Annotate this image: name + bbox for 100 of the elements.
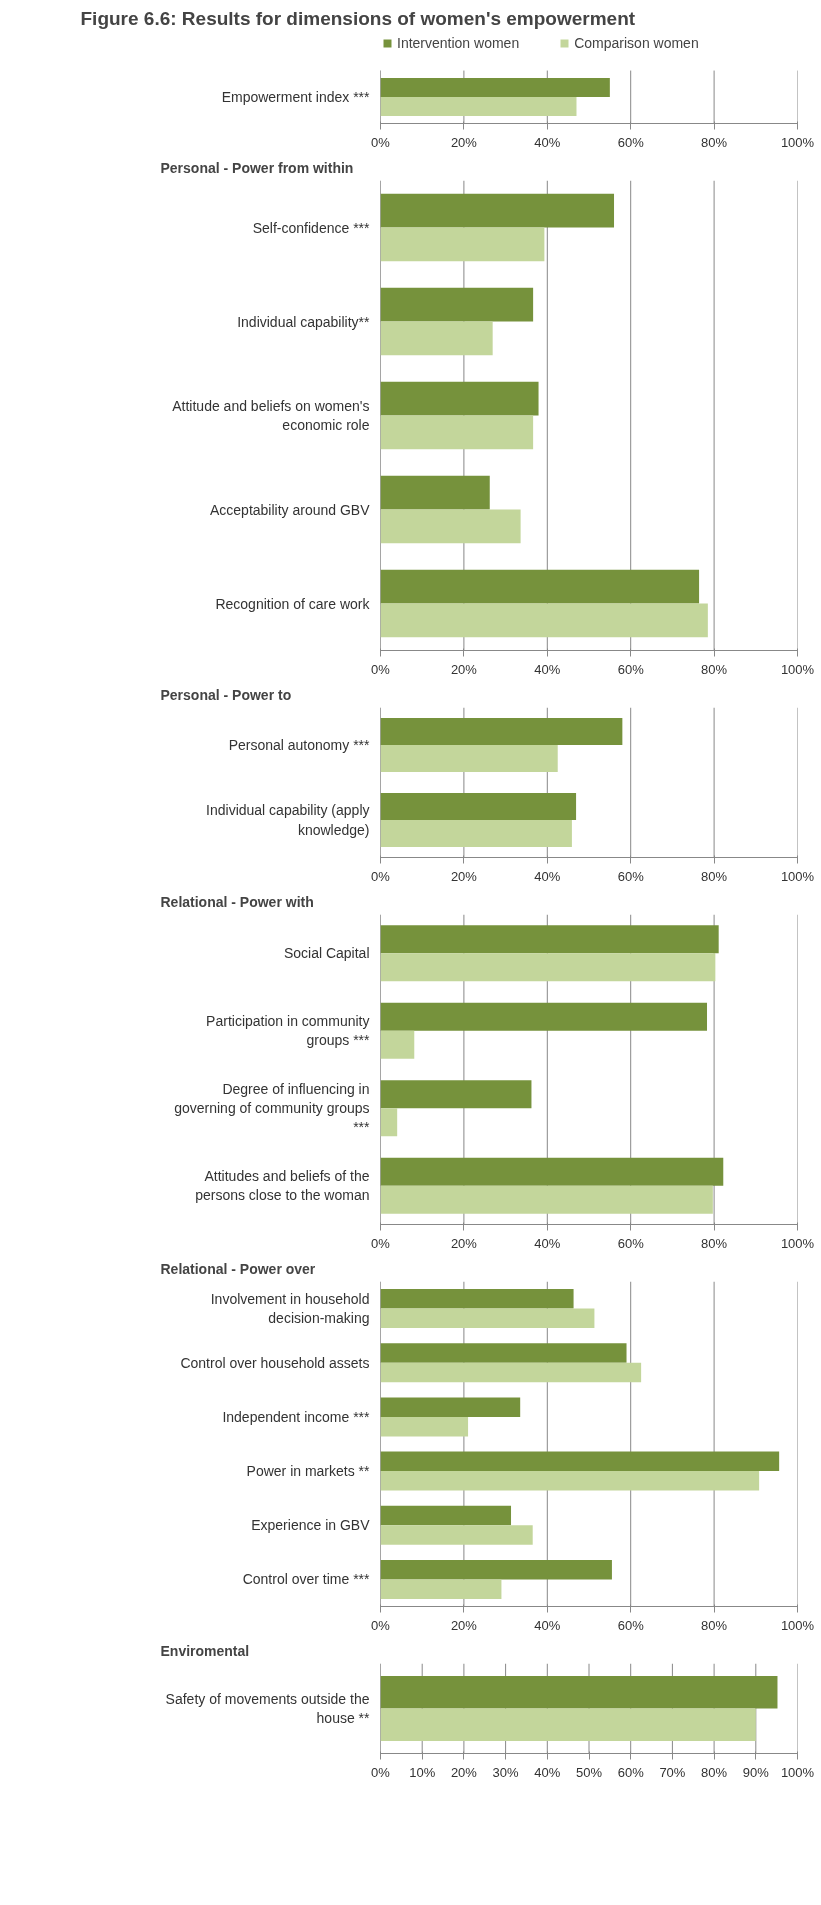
- bar: [380, 1505, 512, 1526]
- x-tick-label: 40%: [534, 134, 561, 150]
- text: Relational - Power over: [160, 1260, 316, 1277]
- bar: [380, 1185, 713, 1214]
- bar: [380, 1416, 469, 1437]
- x-tick-label: 20%: [450, 1617, 478, 1633]
- y-tick-label: Control over household assets: [180, 1354, 370, 1371]
- y-tick-label: Recognition of care work: [215, 595, 371, 612]
- x-tick-label: 80%: [701, 1235, 728, 1251]
- bar: [380, 793, 577, 820]
- bar: [380, 1559, 612, 1580]
- y-tick-label: Power in markets **: [246, 1463, 371, 1480]
- x-tick-label: 20%: [450, 1764, 478, 1780]
- x-tick-label: 20%: [450, 661, 478, 677]
- x-tick-label: 70%: [659, 1764, 686, 1780]
- y-tick-label: Individual capability**: [237, 313, 371, 330]
- bar: [380, 381, 539, 416]
- x-tick-label: 30%: [492, 1764, 520, 1780]
- legend-label: Comparison women: [574, 35, 699, 51]
- y-tick-label: Empowerment index ***: [221, 89, 371, 106]
- x-tick-label: 0%: [371, 661, 391, 677]
- y-tick-label: Self-confidence ***: [252, 219, 371, 236]
- bar: [380, 718, 623, 745]
- bar: [380, 1002, 708, 1031]
- bar: [380, 1308, 595, 1329]
- x-tick-label: 100%: [780, 1617, 815, 1633]
- bar: [380, 603, 708, 638]
- text: Personal - Power to: [160, 686, 292, 703]
- bar: [380, 1397, 521, 1417]
- x-tick-label: 40%: [534, 868, 561, 884]
- x-tick-label: 90%: [742, 1764, 770, 1780]
- x-tick-label: 100%: [780, 1235, 815, 1251]
- x-tick-label: 0%: [371, 1764, 391, 1780]
- bar: [380, 925, 719, 954]
- bar: [380, 953, 716, 982]
- y-tick-label: Participation in community groups ***: [206, 1013, 371, 1049]
- bar: [380, 1579, 502, 1599]
- x-tick-label: 80%: [701, 1764, 728, 1780]
- text: Enviromental: [160, 1642, 250, 1659]
- y-tick-label: Involvement in household decision-making: [210, 1290, 370, 1327]
- y-tick-label: Attitudes and beliefs of the persons close to the woman: [195, 1168, 370, 1204]
- y-tick-label: Safety of movements outside the house **: [165, 1690, 371, 1727]
- bar: [380, 745, 558, 772]
- bar: [380, 1080, 532, 1109]
- x-tick-label: 100%: [780, 661, 815, 677]
- y-tick-label: Acceptability around GBV: [209, 501, 371, 518]
- text: Relational - Power with: [160, 893, 314, 910]
- x-tick-label: 60%: [617, 661, 645, 677]
- x-tick-label: 10%: [409, 1764, 436, 1780]
- x-tick-label: 80%: [701, 134, 728, 150]
- x-tick-label: 40%: [534, 1764, 561, 1780]
- x-tick-label: 100%: [780, 1764, 815, 1780]
- bar: [380, 193, 615, 228]
- x-tick-label: 60%: [617, 1764, 645, 1780]
- x-tick-label: 0%: [371, 134, 391, 150]
- y-tick-label: Experience in GBV: [251, 1517, 371, 1534]
- x-tick-label: 100%: [780, 868, 815, 884]
- bar: [380, 415, 534, 450]
- chart-title: Figure 6.6: Results for dimensions of women's empowerment: [80, 7, 636, 29]
- bar: [380, 820, 572, 847]
- bar: [380, 509, 521, 544]
- x-tick-label: 60%: [617, 1235, 645, 1251]
- bar: [380, 321, 493, 356]
- bar: [380, 287, 534, 322]
- x-tick-label: 20%: [450, 868, 478, 884]
- x-tick-label: 40%: [534, 1235, 561, 1251]
- x-tick-label: 80%: [701, 661, 728, 677]
- bar: [380, 227, 545, 262]
- bar: [380, 1289, 574, 1309]
- x-tick-label: 80%: [701, 1617, 728, 1633]
- y-tick-label: Personal autonomy ***: [228, 737, 371, 753]
- bar: [380, 1157, 724, 1186]
- x-tick-label: 50%: [575, 1764, 603, 1780]
- y-tick-label: Control over time ***: [242, 1571, 371, 1588]
- y-tick-label: Attitude and beliefs on women's economic role: [172, 397, 370, 434]
- bar: [380, 1451, 780, 1472]
- x-tick-label: 60%: [617, 1617, 645, 1633]
- y-tick-label: Independent income ***: [222, 1408, 371, 1425]
- y-tick-label: Individual capability (apply knowledge): [206, 802, 370, 838]
- bar: [380, 475, 490, 510]
- x-tick-label: 100%: [780, 134, 815, 150]
- bar: [380, 1362, 642, 1383]
- x-tick-label: 80%: [701, 868, 728, 884]
- bar: [380, 569, 700, 604]
- y-tick-label: Degree of influencing in governing of community groups ***: [174, 1081, 371, 1136]
- legend-label: Intervention women: [397, 35, 520, 51]
- bar: [380, 1343, 627, 1363]
- x-tick-label: 20%: [450, 1235, 478, 1251]
- x-tick-label: 20%: [450, 134, 478, 150]
- x-tick-label: 60%: [617, 134, 645, 150]
- y-tick-label: Social Capital: [283, 945, 370, 962]
- bar: [380, 1525, 533, 1545]
- bar: [380, 1108, 398, 1137]
- x-tick-label: 40%: [534, 1617, 561, 1633]
- bar: [380, 1471, 760, 1491]
- x-tick-label: 0%: [371, 1235, 391, 1251]
- text: Personal - Power from within: [160, 159, 354, 176]
- x-tick-label: 0%: [371, 1617, 391, 1633]
- bar: [380, 1030, 415, 1059]
- x-tick-label: 0%: [371, 868, 391, 884]
